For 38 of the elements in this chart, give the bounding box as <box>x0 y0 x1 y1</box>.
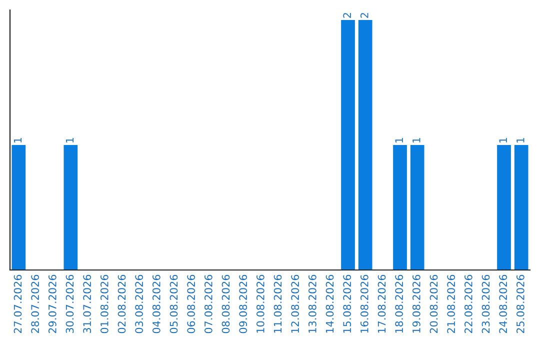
data-label: 2 <box>360 13 368 18</box>
x-tick-label: 30.07.2026 <box>66 274 74 334</box>
x-tick-label: 20.08.2026 <box>430 274 438 334</box>
x-tick-label: 10.08.2026 <box>256 274 264 333</box>
data-label: 1 <box>66 138 74 142</box>
x-tick-label: 07.08.2026 <box>204 274 212 334</box>
data-label: 1 <box>395 138 403 142</box>
x-tick-label: 02.08.2026 <box>118 274 126 334</box>
x-tick-label: 09.08.2026 <box>239 274 248 334</box>
data-label: 2 <box>343 13 351 18</box>
x-tick-label: 05.08.2026 <box>170 274 178 334</box>
x-tick-label: 17.08.2026 <box>378 274 386 333</box>
x-tick-label: 18.08.2026 <box>395 274 404 333</box>
x-tick-label: 03.08.2026 <box>135 274 144 334</box>
data-label: 1 <box>14 138 22 142</box>
data-label: 1 <box>499 138 507 142</box>
x-tick-label: 04.08.2026 <box>152 274 160 334</box>
x-tick-label: 27.07.2026 <box>14 274 22 334</box>
x-tick-label: 13.08.2026 <box>308 274 316 333</box>
x-tick-label: 15.08.2026 <box>343 274 352 333</box>
x-tick-label: 11.08.2026 <box>274 274 282 333</box>
x-tick-label: 28.07.2026 <box>31 274 40 334</box>
x-tick-label: 24.08.2026 <box>499 274 508 334</box>
x-tick-label: 25.08.2026 <box>516 274 524 334</box>
x-tick-label: 16.08.2026 <box>360 274 368 333</box>
x-tick-label: 14.08.2026 <box>326 274 334 333</box>
x-tick-label: 08.08.2026 <box>222 274 230 334</box>
x-tick-label: 21.08.2026 <box>447 274 456 334</box>
x-tick-label: 29.07.2026 <box>48 274 56 334</box>
x-tick-label: 06.08.2026 <box>187 274 196 334</box>
data-label: 1 <box>516 138 524 142</box>
x-tick-label: 01.08.2026 <box>100 274 108 334</box>
x-tick-label: 23.08.2026 <box>482 274 490 334</box>
x-tick-label: 22.08.2026 <box>464 274 472 334</box>
x-tick-label: 12.08.2026 <box>291 274 300 333</box>
x-tick-label: 31.07.2026 <box>83 274 92 334</box>
data-label: 1 <box>412 138 420 142</box>
x-tick-label: 19.08.2026 <box>412 274 420 333</box>
